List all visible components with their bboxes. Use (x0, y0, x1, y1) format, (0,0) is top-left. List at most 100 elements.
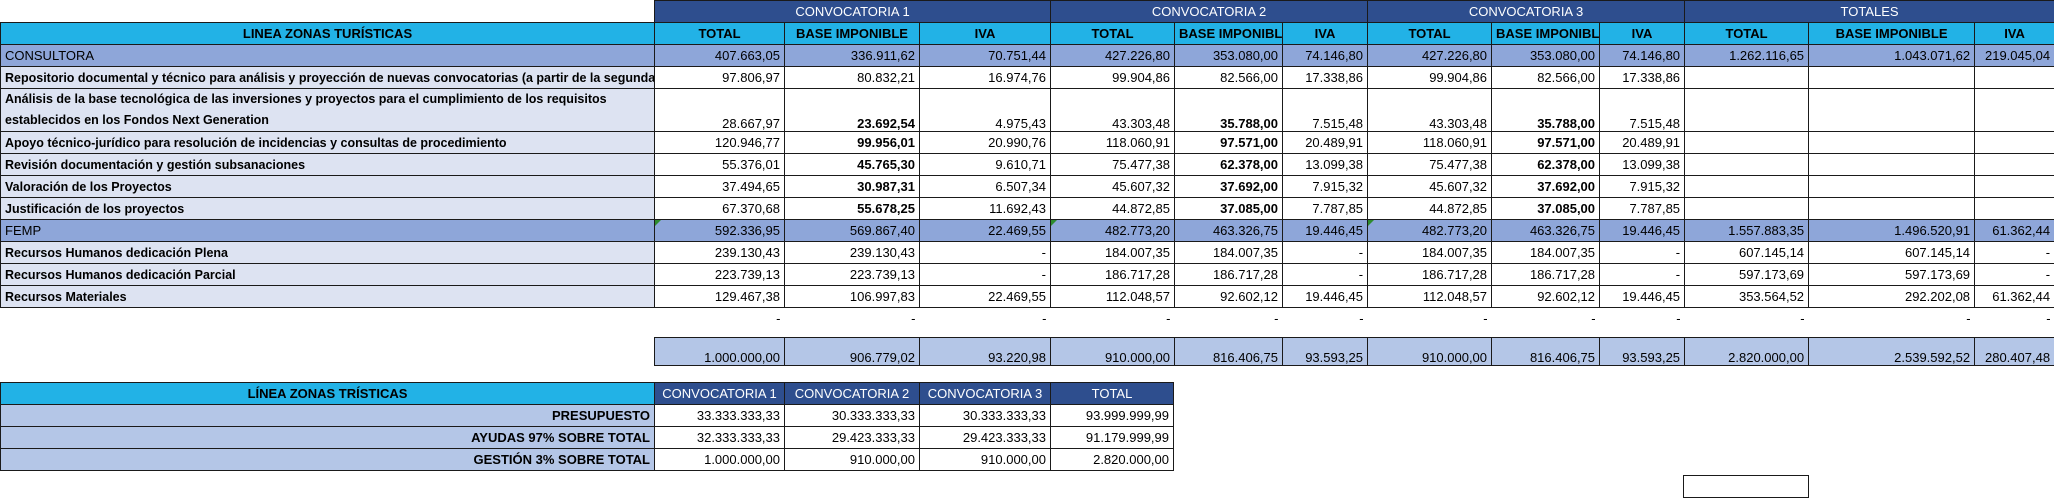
cell[interactable]: 32.333.333,33 (654, 426, 785, 449)
cell[interactable]: 16.974,76 (918, 66, 1052, 89)
cell[interactable]: - (1282, 241, 1369, 264)
cell[interactable]: 75.477,38 (1050, 153, 1176, 176)
summary-col-header[interactable]: CONVOCATORIA 2 (784, 382, 920, 405)
cell[interactable]: - (1974, 241, 2054, 264)
cell[interactable]: 44.872,85 (1050, 197, 1176, 220)
cell[interactable]: - (1599, 307, 1685, 329)
cell[interactable]: 184.007,35 (1174, 241, 1284, 264)
cell[interactable]: 353.080,00 (1491, 44, 1601, 67)
cell[interactable] (1684, 131, 1810, 154)
col-header-total[interactable]: TOTAL (1050, 22, 1176, 45)
cell[interactable]: 112.048,57 (1367, 285, 1493, 308)
cell[interactable]: 597.173,69 (1808, 263, 1976, 286)
cell[interactable]: 62.378,00 (1491, 153, 1601, 176)
cell[interactable]: 118.060,91 (1050, 131, 1176, 154)
cell[interactable]: 37.085,00 (1491, 197, 1601, 220)
cell[interactable]: 29.423.333,33 (919, 426, 1051, 449)
cell[interactable]: 37.085,00 (1174, 197, 1284, 220)
total-cell[interactable]: 93.593,25 (1599, 337, 1686, 366)
cell[interactable]: - (1684, 307, 1809, 329)
cell[interactable]: - (1282, 263, 1369, 286)
cell[interactable]: 82.566,00 (1174, 66, 1284, 89)
col-header-base[interactable]: BASE IMPONIBLE (1808, 22, 1976, 45)
row-label[interactable]: Recursos Materiales (0, 285, 655, 308)
col-header-total[interactable]: TOTAL (654, 22, 785, 45)
cell[interactable]: 20.489,91 (1599, 131, 1686, 154)
cell[interactable] (1808, 66, 1976, 89)
total-cell[interactable]: 910.000,00 (1367, 337, 1493, 366)
total-cell[interactable]: 93.220,98 (918, 337, 1052, 366)
cell[interactable]: - (654, 307, 785, 329)
cell[interactable]: 13.099,38 (1282, 153, 1369, 176)
cell[interactable]: 99.904,86 (1050, 66, 1176, 89)
cell[interactable]: 74.146,80 (1599, 44, 1686, 67)
cell[interactable]: 106.997,83 (784, 285, 920, 308)
cell[interactable]: 597.173,69 (1684, 263, 1810, 286)
cell[interactable]: 184.007,35 (1491, 241, 1601, 264)
cell[interactable]: 19.446,45 (1599, 219, 1686, 242)
cell[interactable]: 7.787,85 (1282, 197, 1369, 220)
cell[interactable]: 1.043.071,62 (1808, 44, 1976, 67)
summary-col-header[interactable]: TOTAL (1050, 382, 1174, 405)
cell[interactable]: 55.678,25 (784, 197, 920, 220)
cell[interactable]: 61.362,44 (1974, 285, 2054, 308)
cell[interactable]: - (1367, 307, 1492, 329)
cell[interactable]: 33.333.333,33 (654, 404, 785, 427)
col-header-base[interactable]: BASE IMPONIBLE (1174, 22, 1284, 45)
total-cell[interactable]: 280.407,48 (1974, 337, 2054, 366)
cell[interactable]: 463.326,75 (1491, 219, 1601, 242)
cell[interactable]: 30.987,31 (784, 175, 920, 198)
total-cell[interactable]: 2.820.000,00 (1684, 337, 1810, 366)
total-cell[interactable]: 2.539.592,52 (1808, 337, 1976, 366)
cell[interactable]: 91.179.999,99 (1050, 426, 1174, 449)
cell[interactable]: 1.262.116,65 (1684, 44, 1810, 67)
cell[interactable]: - (1808, 307, 1975, 329)
cell[interactable]: 292.202,08 (1808, 285, 1976, 308)
cell[interactable]: 20.990,76 (918, 131, 1052, 154)
cell[interactable]: - (1282, 307, 1368, 329)
cell[interactable]: 19.446,45 (1282, 219, 1369, 242)
cell[interactable]: 592.336,95 (654, 219, 785, 242)
row-label[interactable]: Repositorio documental y técnico para an… (0, 66, 655, 89)
cell[interactable]: 607.145,14 (1684, 241, 1810, 264)
cell[interactable]: 30.333.333,33 (919, 404, 1051, 427)
cell[interactable]: 19.446,45 (1599, 285, 1686, 308)
cell[interactable]: 7.787,85 (1599, 197, 1686, 220)
cell[interactable]: 93.999.999,99 (1050, 404, 1174, 427)
cell[interactable] (1684, 197, 1810, 220)
cell[interactable]: 186.717,28 (1050, 263, 1176, 286)
cell[interactable]: 20.489,91 (1282, 131, 1369, 154)
cell[interactable]: 23.692,54 (784, 88, 920, 132)
cell[interactable]: 186.717,28 (1491, 263, 1601, 286)
cell[interactable]: 92.602,12 (1491, 285, 1601, 308)
cell[interactable]: 75.477,38 (1367, 153, 1493, 176)
cell[interactable]: 17.338,86 (1599, 66, 1686, 89)
group-header[interactable]: TOTALES (1684, 0, 2054, 23)
cell[interactable]: - (1174, 307, 1283, 329)
selected-empty-cell[interactable] (1683, 475, 1809, 498)
cell[interactable] (1684, 153, 1810, 176)
cell[interactable]: 45.607,32 (1050, 175, 1176, 198)
col-header-total[interactable]: TOTAL (1367, 22, 1493, 45)
cell[interactable]: 22.469,55 (918, 219, 1052, 242)
cell[interactable] (1808, 153, 1976, 176)
cell[interactable]: 223.739,13 (654, 263, 785, 286)
cell[interactable]: 1.000.000,00 (654, 448, 785, 471)
cell[interactable]: 55.376,01 (654, 153, 785, 176)
row-label[interactable]: Valoración de los Proyectos (0, 175, 655, 198)
cell[interactable]: 239.130,43 (784, 241, 920, 264)
cell[interactable]: 82.566,00 (1491, 66, 1601, 89)
cell[interactable] (1684, 175, 1810, 198)
cell[interactable]: 463.326,75 (1174, 219, 1284, 242)
summary-col-header[interactable]: CONVOCATORIA 1 (654, 382, 785, 405)
cell[interactable] (1684, 88, 1810, 132)
cell[interactable]: 9.610,71 (918, 153, 1052, 176)
cell[interactable]: 29.423.333,33 (784, 426, 920, 449)
cell[interactable]: 223.739,13 (784, 263, 920, 286)
cell[interactable]: 17.338,86 (1282, 66, 1369, 89)
cell[interactable] (1808, 131, 1976, 154)
col-header-base[interactable]: BASE IMPONIBLE (784, 22, 920, 45)
cell[interactable]: 99.904,86 (1367, 66, 1493, 89)
cell[interactable]: 35.788,00 (1174, 88, 1284, 132)
cell[interactable]: 910.000,00 (784, 448, 920, 471)
